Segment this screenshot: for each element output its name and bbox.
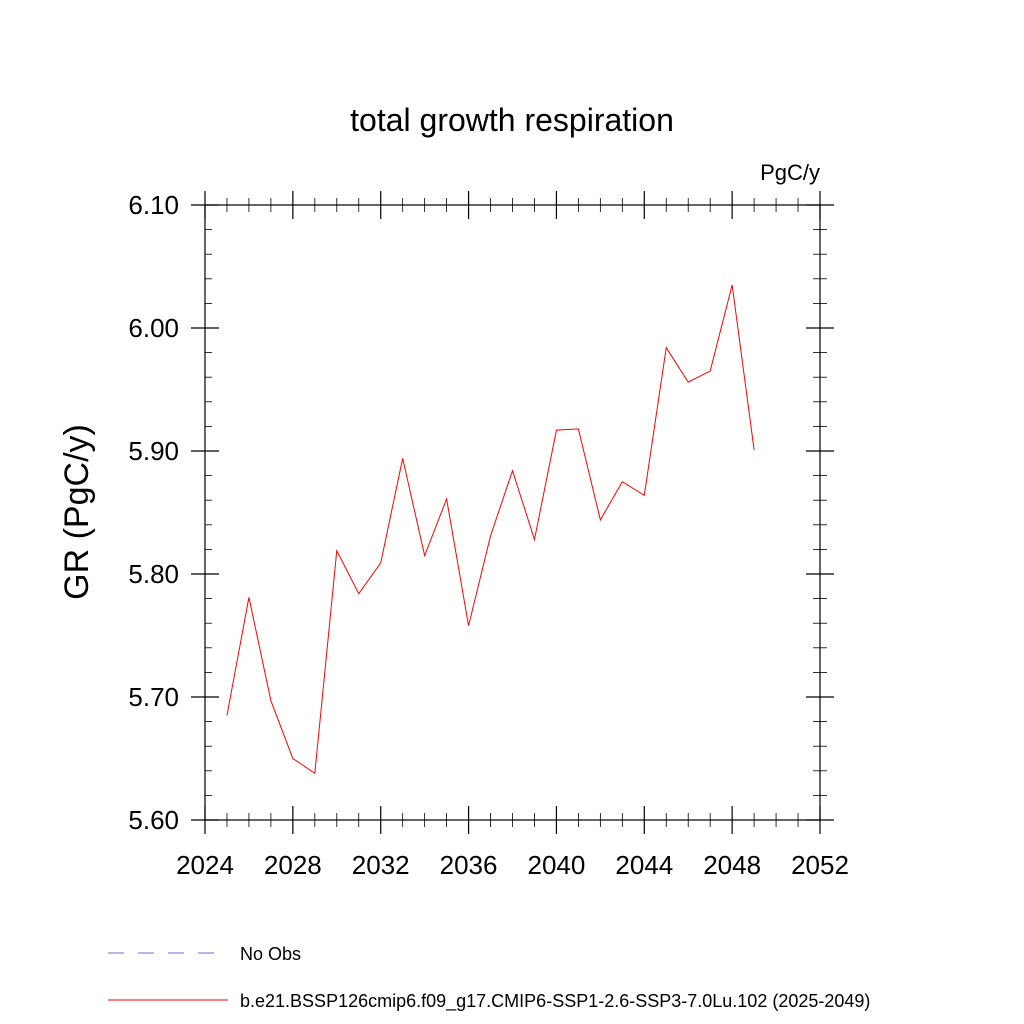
- x-tick-label: 2040: [528, 850, 586, 880]
- y-tick-label: 5.70: [128, 682, 179, 712]
- y-tick-label: 6.00: [128, 313, 179, 343]
- series-lines: [226, 284, 755, 775]
- legend-label: b.e21.BSSP126cmip6.f09_g17.CMIP6-SSP1-2.…: [240, 991, 870, 1012]
- x-tick-label: 2052: [791, 850, 849, 880]
- y-tick-label: 5.90: [128, 436, 179, 466]
- x-tick-label: 2032: [352, 850, 410, 880]
- y-axis-title: GR (PgC/y): [58, 424, 96, 600]
- units-label: PgC/y: [760, 160, 820, 185]
- legend: No Obs b.e21.BSSP126cmip6.f09_g17.CMIP6-S…: [108, 944, 870, 1012]
- chart-title: total growth respiration: [350, 102, 674, 138]
- x-tick-label: 2028: [264, 850, 322, 880]
- y-tick-label: 6.10: [128, 190, 179, 220]
- tick-labels: 2024 2028 2032 2036 2040 2044 2048 2052 5.60 5.70…: [128, 190, 849, 880]
- y-tick-label: 5.60: [128, 805, 179, 835]
- plot-frame: [204, 204, 821, 821]
- series-line: [226, 284, 755, 775]
- x-tick-label: 2044: [615, 850, 673, 880]
- axis-ticks: [191, 191, 834, 834]
- legend-label: No Obs: [240, 944, 301, 964]
- x-tick-label: 2048: [703, 850, 761, 880]
- x-tick-label: 2024: [176, 850, 234, 880]
- x-tick-label: 2036: [440, 850, 498, 880]
- y-tick-label: 5.80: [128, 559, 179, 589]
